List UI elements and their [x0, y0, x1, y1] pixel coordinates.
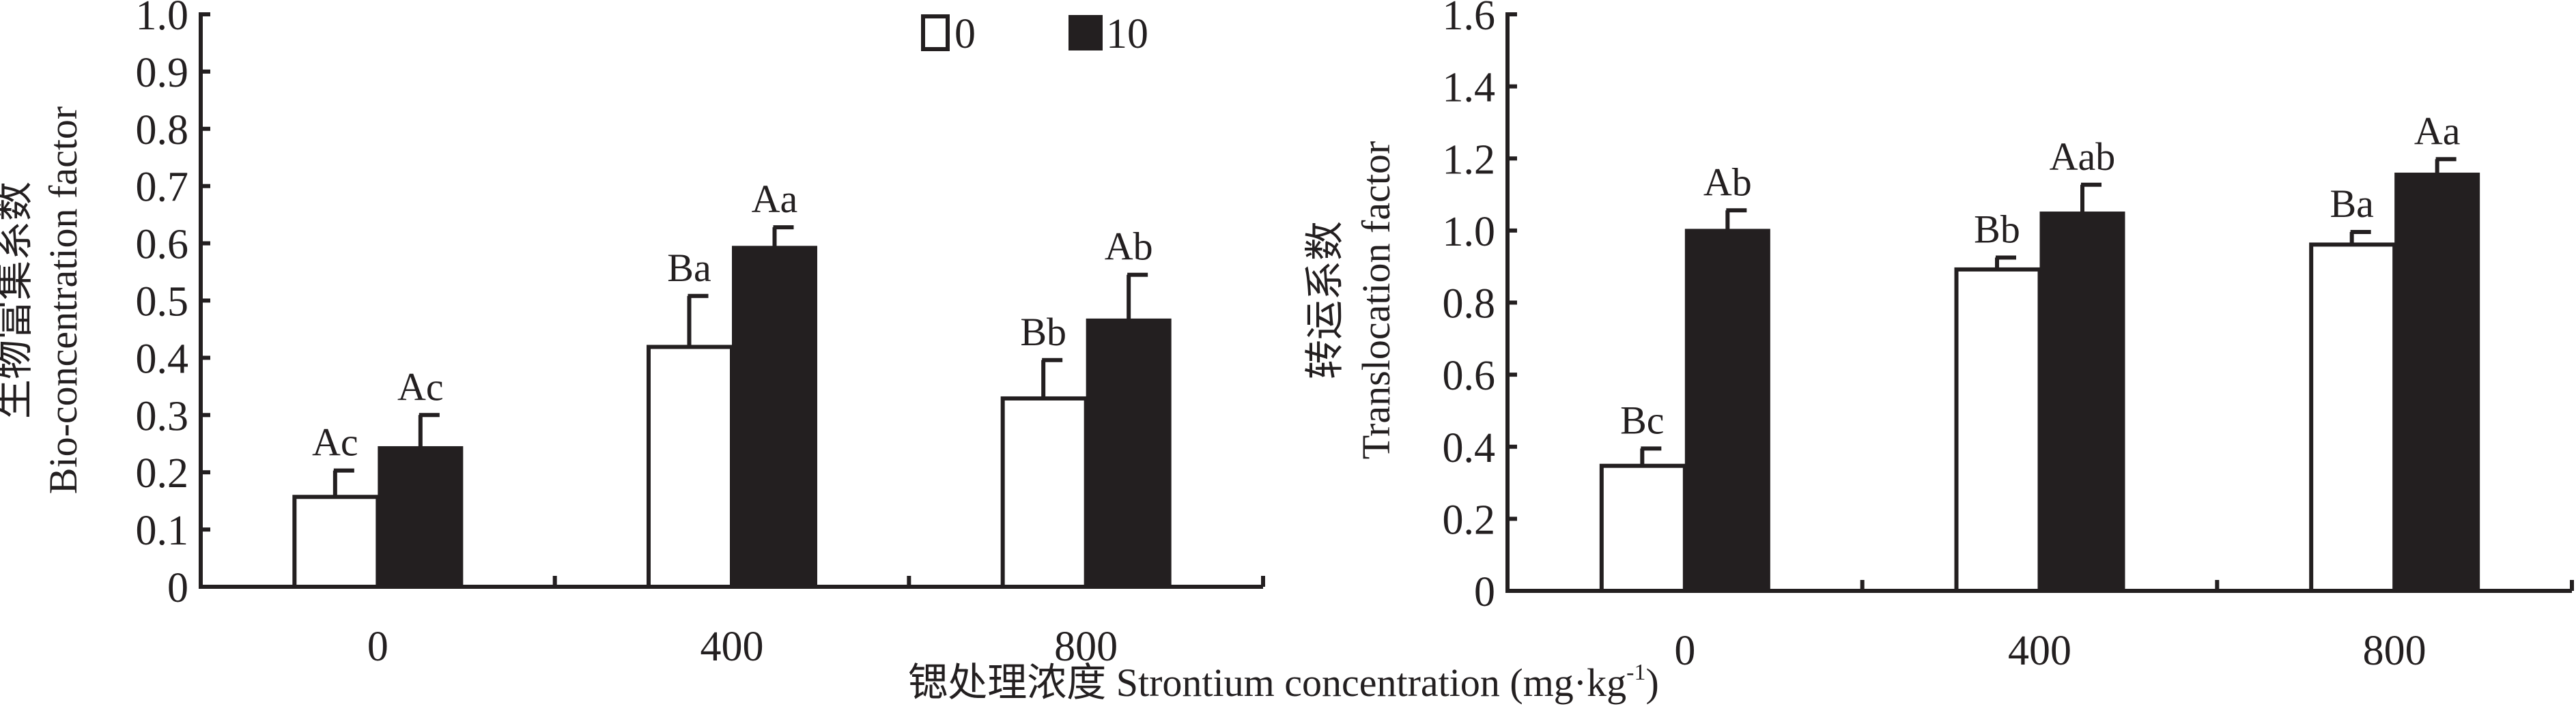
y-tick-label: 1.6 — [1443, 0, 1496, 39]
x-tick-label: 0 — [367, 624, 388, 670]
legend: 0 10 — [921, 11, 1148, 57]
bar-series-10 — [1684, 229, 1770, 591]
legend-label-10: 10 — [1106, 11, 1148, 57]
y-tick-label: 1.2 — [1443, 136, 1496, 183]
x-tick-label: 400 — [2008, 628, 2071, 674]
significance-label: Bb — [1020, 310, 1066, 354]
y-tick-label: 0.8 — [1443, 281, 1496, 328]
significance-label: Ba — [2330, 181, 2373, 226]
y-axis-title-cn: 转运系数 — [1303, 221, 1347, 379]
bar-series-10 — [732, 246, 817, 587]
bar-series-0 — [1000, 396, 1088, 589]
y-tick-label: 0.7 — [136, 164, 189, 211]
chart-2: 0 0.2 0.4 0.6 0.8 1.0 1.2 1.4 1.6 0 Bc Ab 400 Bb Aab 80… — [1303, 0, 2574, 674]
x-tick-label: 800 — [2363, 628, 2426, 674]
y-tick-label: 1.0 — [1443, 209, 1496, 255]
bar-series-10 — [2039, 212, 2125, 592]
x-tick-label: 0 — [1674, 628, 1695, 674]
y-tick-label: 0.3 — [136, 393, 189, 439]
y-tick-label: 0.5 — [136, 279, 189, 325]
y-tick-label: 1.0 — [136, 0, 189, 39]
x-tick-label: 400 — [700, 624, 764, 670]
y-tick-label: 0.9 — [136, 50, 189, 96]
significance-label: Ac — [312, 420, 358, 465]
y-tick-label: 0.8 — [136, 107, 189, 154]
significance-label: Ba — [667, 246, 711, 290]
significance-label: Aab — [2050, 134, 2116, 179]
y-tick-label: 0.2 — [136, 450, 189, 497]
legend-swatch-0 — [921, 14, 950, 51]
legend-swatch-10 — [1068, 15, 1103, 50]
bar-series-10 — [378, 446, 464, 587]
y-tick-label: 0.4 — [1443, 425, 1496, 471]
significance-label: Ac — [397, 364, 444, 409]
y-tick-label: 1.4 — [1443, 65, 1496, 111]
significance-label: Bc — [1620, 398, 1664, 442]
x-axis-title: 锶处理浓度 Strontium concentration (mg·kg-1) — [908, 660, 1659, 705]
y-tick-label: 0.1 — [136, 508, 189, 554]
significance-label: Ab — [1703, 160, 1752, 204]
bar-series-0 — [647, 345, 734, 589]
y-tick-label: 0.2 — [1443, 497, 1496, 543]
significance-label: Ab — [1105, 224, 1153, 269]
significance-label: Aa — [2414, 108, 2461, 153]
x-tick-label: 800 — [1054, 624, 1118, 670]
bar-series-0 — [1954, 267, 2042, 593]
bar-series-0 — [2309, 242, 2397, 593]
y-axis-title-cn: 生物富集系数 — [0, 181, 36, 419]
bar-series-0 — [292, 495, 380, 589]
y-tick-label: 0.4 — [136, 336, 189, 382]
y-tick-label: 0 — [1474, 569, 1495, 615]
significance-label: Bb — [1974, 207, 2020, 251]
bar-series-10 — [2394, 173, 2480, 591]
bar-series-0 — [1599, 463, 1687, 593]
y-axis-title: Translocation factor — [1354, 141, 1398, 460]
y-tick-label: 0 — [167, 565, 188, 611]
bar-series-10 — [1086, 318, 1172, 587]
legend-label-0: 0 — [954, 11, 976, 57]
y-axis-title: Bio-concentration factor — [41, 106, 85, 494]
y-tick-label: 0.6 — [136, 222, 189, 268]
chart-1: 0 0.1 0.2 0.3 0.4 0.5 0.6 0.7 0.8 0.9 1.0 0 Ac Ac 400 B… — [0, 0, 1265, 670]
y-tick-label: 0.6 — [1443, 353, 1496, 399]
significance-label: Aa — [752, 177, 798, 221]
